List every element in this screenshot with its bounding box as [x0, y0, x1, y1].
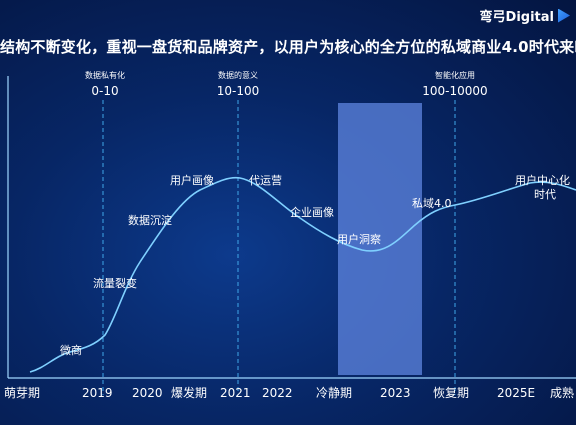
brand-logo: 弯弓Digital: [480, 6, 570, 25]
curve-label: 微商: [60, 343, 82, 357]
curve-label: 流量裂变: [93, 276, 137, 290]
curve-label: 时代: [534, 188, 556, 201]
axis-label: 恢复期: [433, 386, 469, 400]
axis-label: 冷静期: [316, 386, 352, 400]
growth-curve: [29, 176, 576, 373]
phase-caption: 智能化应用: [435, 70, 475, 80]
brand-name: 弯弓Digital: [479, 10, 554, 25]
phase-caption: 数据的意义: [218, 70, 258, 80]
axis-label: 萌芽期: [4, 386, 40, 400]
axis-label: 2022: [262, 386, 293, 400]
curve-label: 用户洞察: [337, 232, 381, 246]
phase-range: 0-10: [91, 84, 118, 98]
axis-label: 2020: [132, 386, 163, 400]
phase-range: 10-100: [217, 84, 260, 98]
curve-label: 企业画像: [290, 205, 334, 219]
curve-label: 数据沉淀: [128, 213, 172, 227]
curve-label: 私域4.0: [412, 197, 452, 210]
axis-label: 成熟: [550, 385, 574, 400]
phase-range: 100-10000: [422, 84, 487, 98]
curve-label: 用户中心化: [515, 173, 570, 187]
phase-caption: 数据私有化: [85, 70, 125, 80]
cooldown-band: [338, 103, 422, 375]
curve-label: 用户画像: [170, 173, 214, 187]
axis-label: 爆发期: [171, 385, 207, 400]
axis-label: 2025E: [497, 386, 535, 400]
axis-label: 2019: [82, 386, 113, 400]
headline: 结构不断变化，重视一盘货和品牌资产，以用户为核心的全方位的私域商业4.0时代来临: [0, 38, 576, 56]
axis-label: 2021: [220, 386, 251, 400]
axis-label: 2023: [380, 386, 411, 400]
curve-label: 代运营: [249, 173, 282, 187]
